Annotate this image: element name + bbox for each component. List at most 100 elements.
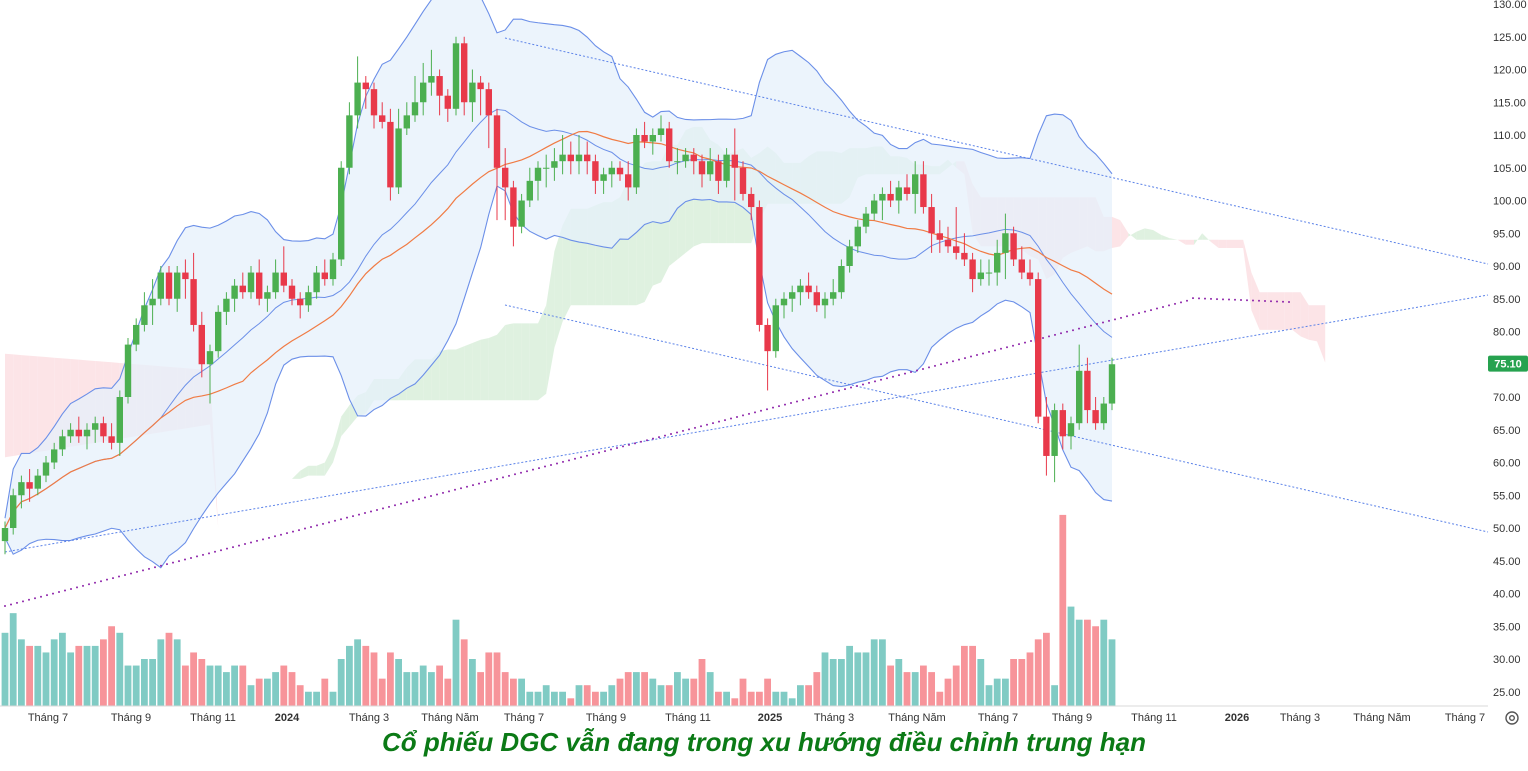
candle-body [313,272,320,293]
candle-body [92,423,99,430]
candle-body [756,207,763,325]
volume-bar [9,613,17,706]
candle-body [133,324,140,345]
candlesticks [1,36,1116,555]
sar-dot [616,446,618,449]
candle-body [789,292,796,299]
sar-dot [1204,297,1206,300]
candle-body [994,252,1001,273]
cloud-segment [21,355,30,455]
candle-body [116,397,123,443]
sar-dot [1288,300,1290,303]
candle-body [338,167,345,260]
sar-dot [844,388,846,391]
cloud-segment [1161,234,1170,240]
sar-dot [1114,318,1116,321]
cloud-segment [1120,220,1129,247]
cloud-segment [1136,228,1145,240]
candle-body [256,272,263,299]
candle-body [1026,272,1034,280]
sar-dot [22,600,24,603]
x-tick-label: Tháng Năm [888,712,945,724]
sar-dot [682,429,684,432]
candle-body [559,154,566,162]
sar-dot [1120,316,1122,319]
candle-body [543,167,550,169]
volume-bar [510,678,517,706]
candle-body [838,266,845,293]
sar-dot [1222,298,1224,301]
candle-body [411,102,419,116]
candle-body [534,167,542,181]
volume-bar [477,672,484,706]
volume-bar [370,652,378,706]
cloud-segment [251,495,260,502]
sar-dot [328,521,330,524]
candle-body [51,449,58,463]
y-tick-label: 30.00 [1493,654,1521,666]
sar-dot [10,603,12,606]
volume-bar [231,665,238,706]
parabolic-sar [4,297,1290,607]
sar-dot [634,442,636,445]
cloud-segment [497,324,506,401]
volume-bar [378,678,386,706]
bollinger-lower-line [4,185,1113,569]
volume-bar [444,678,452,706]
volume-bar [690,678,698,706]
sar-dot [898,374,900,377]
x-tick-label: Tháng 7 [1445,712,1485,724]
candle-body [772,305,779,352]
sar-dot [514,473,516,476]
sar-dot [946,361,948,364]
sar-dot [976,354,978,357]
cloud-segment [1251,272,1260,330]
volume-bar [854,652,862,706]
candle-body [600,174,607,181]
candle-body [1035,279,1042,417]
sar-dot [64,589,66,592]
sar-dot [622,445,624,448]
volume-bar [485,652,493,706]
sar-dot [856,384,858,387]
volume-bar [288,672,296,706]
cloud-segment [1128,231,1137,240]
candle-body [649,135,656,142]
candle-body [174,272,181,299]
volume-bar [567,698,575,706]
sar-dot [802,398,804,401]
candle-body [247,272,255,293]
volume-bar [551,691,558,706]
y-tick-label: 65.00 [1493,425,1521,437]
sar-dot [766,408,768,411]
x-tick-label: 2025 [758,712,782,724]
sar-dot [70,587,72,590]
x-tick-label: Tháng 7 [504,712,544,724]
candle-body [936,233,943,240]
candle-body [190,279,197,325]
sar-dot [196,555,198,558]
volume-bar [100,639,107,706]
candle-body [59,436,66,450]
sar-dot [154,566,156,569]
current-price-tag-bg [1488,355,1528,372]
cloud-segment [1194,233,1203,245]
y-tick-label: 100.00 [1493,196,1527,208]
sar-dot [808,397,810,400]
candle-body [657,128,665,135]
candle-body [124,344,132,397]
volume-bar [403,672,411,706]
volume-bar [18,639,25,706]
settings-gear-icon[interactable] [1503,709,1521,727]
candle-body [477,82,484,90]
sar-dot [172,561,174,564]
cloud-segment [464,342,473,401]
sar-dot [874,380,876,383]
sar-dot [652,437,654,440]
sar-dot [646,439,648,442]
y-tick-label: 80.00 [1493,327,1521,339]
candle-body [329,259,337,280]
sar-dot [832,391,834,394]
candle-body [518,200,525,227]
